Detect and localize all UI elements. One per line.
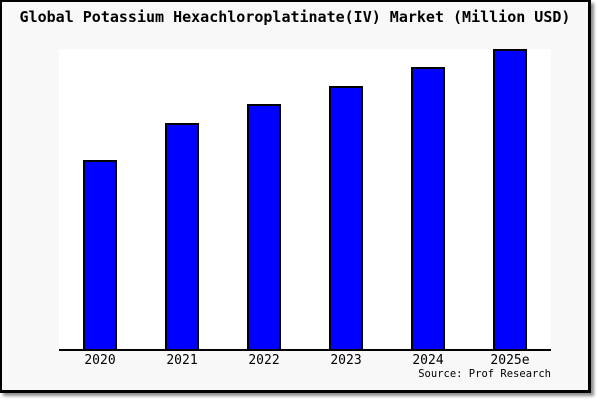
x-tick-label-2022: 2022 xyxy=(248,353,280,368)
bar-2025e xyxy=(493,49,527,349)
bar-2021 xyxy=(165,123,199,349)
bar-slot-2020 xyxy=(59,49,141,349)
bar-slot-2024 xyxy=(387,49,469,349)
bar-slot-2025e xyxy=(469,49,551,349)
x-tick-label-2025e: 2025e xyxy=(490,353,530,368)
bar-2024 xyxy=(411,67,445,349)
bar-2023 xyxy=(329,86,363,349)
bar-slot-2022 xyxy=(223,49,305,349)
x-tick-label-2020: 2020 xyxy=(84,353,116,368)
bar-2022 xyxy=(247,104,281,349)
x-tick-label-2024: 2024 xyxy=(412,353,444,368)
bar-slot-2021 xyxy=(141,49,223,349)
plot-area xyxy=(59,49,551,351)
bar-slot-2023 xyxy=(305,49,387,349)
source-credit: Source: Prof Research xyxy=(418,368,551,380)
bar-2020 xyxy=(83,160,117,349)
x-tick-label-2023: 2023 xyxy=(330,353,362,368)
chart-frame: Global Potassium Hexachloroplatinate(IV)… xyxy=(0,0,591,393)
x-tick-label-2021: 2021 xyxy=(166,353,198,368)
chart-title: Global Potassium Hexachloroplatinate(IV)… xyxy=(19,8,571,26)
x-axis-labels: 2020 2021 2022 2023 2024 2025e xyxy=(59,353,551,369)
